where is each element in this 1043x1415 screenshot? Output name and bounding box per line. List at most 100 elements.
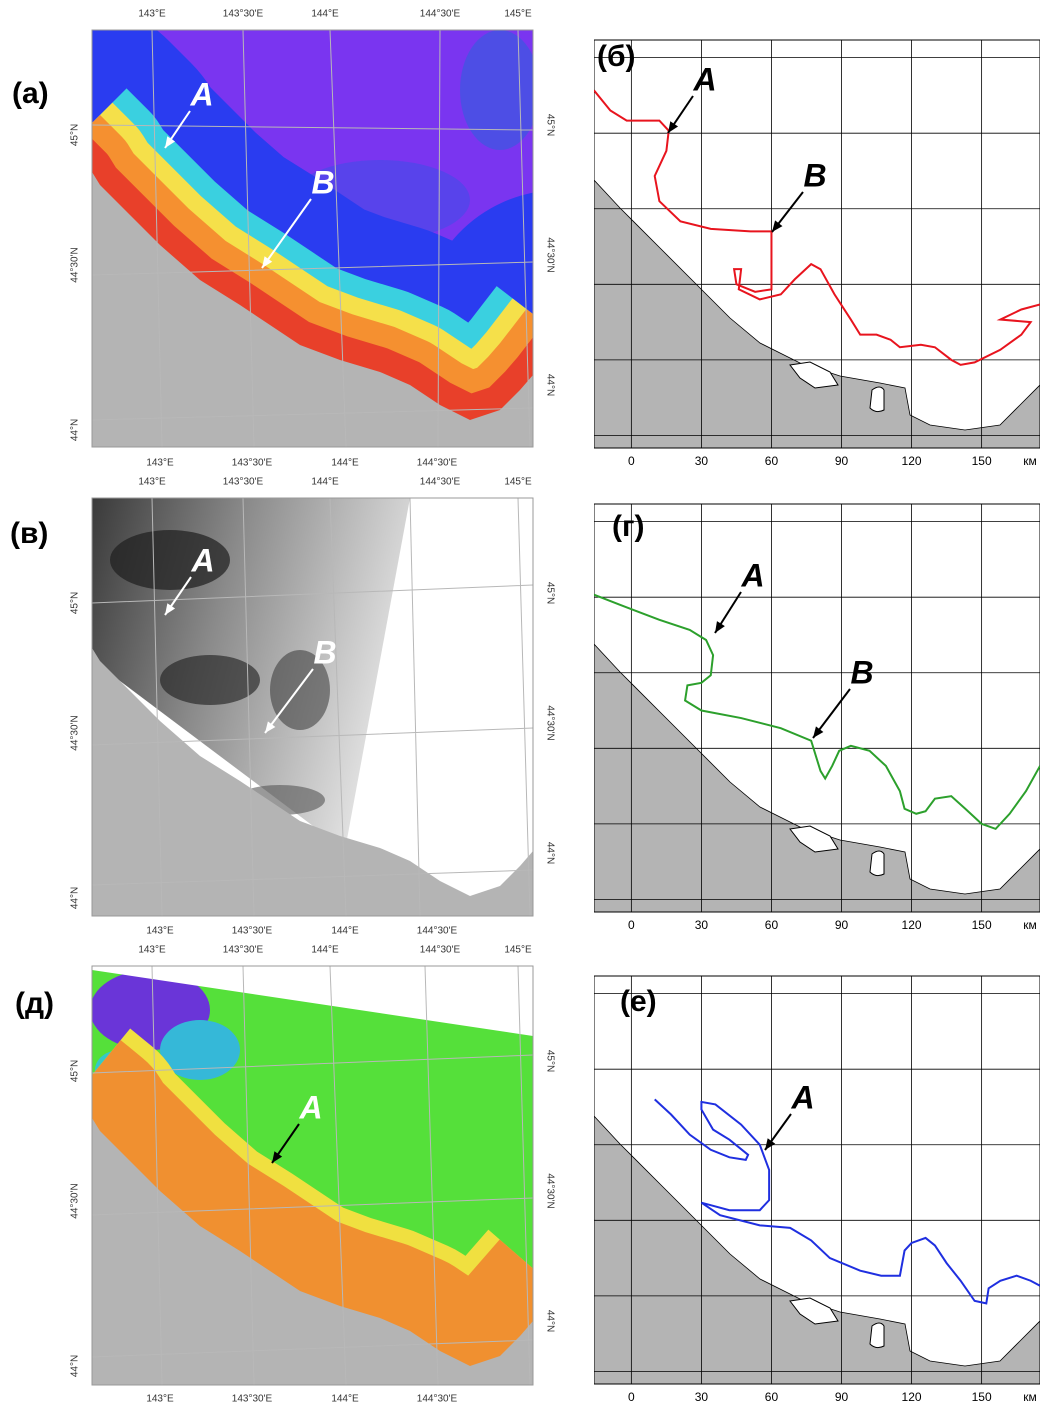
arrow-head	[668, 121, 679, 133]
map-panel: (а) A B 143°E 143°E 143°30'E 143°30'E 144°E 144°…	[12, 9, 555, 469]
y-tick-label: 120	[574, 1059, 588, 1079]
plot-frame	[594, 975, 1040, 1385]
y-tick-label: 90	[574, 1138, 588, 1152]
lon-label: 144°30'E	[420, 477, 461, 488]
arrow-head	[813, 726, 824, 738]
lat-label: 45°N	[70, 1060, 81, 1082]
x-tick-label: 120	[902, 454, 922, 468]
y-tick-label: 150	[574, 47, 588, 67]
lon-label: 145°E	[504, 477, 532, 488]
y-tick-label: 30	[574, 1289, 588, 1303]
x-tick-label: 0	[628, 918, 635, 932]
y-tick-label: 0	[574, 1368, 588, 1375]
x-tick-label: 90	[835, 1390, 849, 1404]
y-tick-label: 150	[574, 983, 588, 1003]
lon-label: 144°E	[331, 458, 359, 469]
island	[789, 1297, 839, 1325]
x-tick-label: 120	[902, 1390, 922, 1404]
chart-panel: 0 30 60 90 120 150 0 30 60 90 120 150 км км (е) A	[574, 975, 1040, 1404]
map-image	[92, 498, 533, 916]
x-tick-label: 150	[972, 918, 992, 932]
chart-panel: 0 30 60 90 120 150 0 30 60 90 120 150 км км (б) A B	[574, 11, 1040, 468]
y-tick-label: 120	[574, 123, 588, 143]
map-image	[92, 966, 533, 1385]
y-tick-label: 0	[574, 432, 588, 439]
annotation: A	[189, 76, 213, 112]
y-tick-label: 60	[574, 277, 588, 291]
lon-label: 145°E	[504, 945, 532, 956]
x-axis-label: км	[1023, 454, 1037, 468]
lon-label: 143°30'E	[232, 926, 273, 937]
lat-label: 44°30'N	[544, 237, 555, 272]
lon-label: 143°E	[146, 1394, 174, 1405]
map-frame	[91, 497, 534, 917]
x-tick-label: 0	[628, 454, 635, 468]
annotation: B	[311, 164, 334, 200]
map-panel: (д) A 143°E 143°E 143°30'E 143°30'E 144°E 144°E…	[15, 945, 555, 1405]
lat-label: 45°N	[70, 592, 81, 614]
map-panel: (в) A B 143°E 143°E 143°30'E 143°30'E 144°E 144°…	[10, 477, 555, 937]
chart-panel: 0 30 60 90 120 150 0 30 60 90 120 150 км км (г) A B	[574, 503, 1040, 932]
y-axis-label: км	[574, 11, 588, 25]
panel-label: (е)	[620, 985, 657, 1018]
x-tick-label: 120	[902, 918, 922, 932]
map-image	[92, 30, 533, 447]
land	[594, 1115, 1040, 1385]
data-line	[594, 593, 1040, 831]
panel-label: (г)	[612, 510, 644, 543]
panel-label: (в)	[10, 517, 48, 550]
x-tick-label: 30	[695, 1390, 709, 1404]
data-line	[654, 1098, 1040, 1305]
lon-label: 144°E	[331, 926, 359, 937]
annotation: A	[740, 557, 764, 593]
arrow-head	[165, 603, 176, 615]
arrow-head	[265, 721, 276, 733]
lat-label: 44°30'N	[70, 1183, 81, 1218]
lon-label: 144°E	[311, 945, 339, 956]
arrow-head	[262, 256, 273, 268]
x-axis-label: км	[1023, 918, 1037, 932]
lat-label: 45°N	[544, 1050, 555, 1072]
x-tick-label: 60	[765, 454, 779, 468]
lon-label: 144°30'E	[417, 458, 458, 469]
lat-label: 44°N	[544, 842, 555, 864]
lon-label: 143°30'E	[232, 1394, 273, 1405]
arrow-shaft	[264, 668, 314, 734]
annotation: B	[803, 157, 826, 193]
lon-label: 143°E	[138, 945, 166, 956]
annotation: A	[298, 1089, 322, 1125]
island	[869, 1322, 885, 1349]
lat-label: 44°N	[70, 419, 81, 441]
island	[869, 386, 885, 413]
x-tick-label: 150	[972, 454, 992, 468]
annotation: B	[850, 654, 873, 690]
plot-frame	[594, 39, 1040, 449]
panel-label: (д)	[15, 987, 54, 1020]
island	[789, 825, 839, 853]
y-tick-label: 30	[574, 353, 588, 367]
lat-label: 44°N	[70, 887, 81, 909]
lon-label: 143°30'E	[223, 9, 264, 20]
map-frame	[91, 29, 534, 448]
y-tick-label: 90	[574, 666, 588, 680]
annotation: A	[692, 61, 716, 97]
x-tick-label: 60	[765, 918, 779, 932]
lon-label: 145°E	[504, 9, 532, 20]
lon-label: 143°E	[138, 477, 166, 488]
lon-label: 143°30'E	[223, 477, 264, 488]
lon-label: 144°E	[311, 477, 339, 488]
y-tick-label: 150	[574, 511, 588, 531]
x-tick-label: 150	[972, 1390, 992, 1404]
plot-frame	[594, 503, 1040, 913]
lat-label: 44°N	[544, 1310, 555, 1332]
map-frame	[91, 965, 534, 1386]
x-axis-label: км	[1023, 1390, 1037, 1404]
land	[594, 179, 1040, 449]
x-tick-label: 30	[695, 454, 709, 468]
x-tick-label: 60	[765, 1390, 779, 1404]
lon-label: 144°E	[311, 9, 339, 20]
lat-label: 44°N	[544, 374, 555, 396]
y-tick-label: 30	[574, 817, 588, 831]
lon-label: 143°30'E	[232, 458, 273, 469]
arrow-head	[715, 621, 725, 633]
